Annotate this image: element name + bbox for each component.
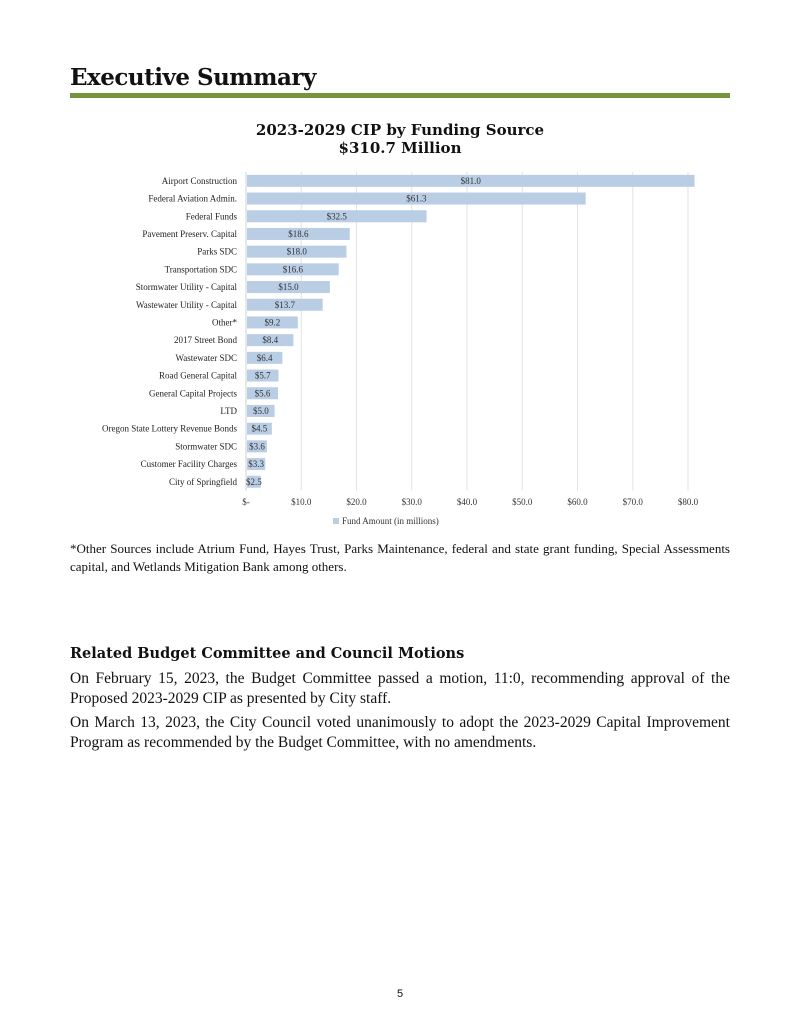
category-label: Other* — [212, 317, 237, 327]
bar — [247, 440, 267, 453]
data-label: $5.6 — [255, 388, 271, 398]
category-label: Wastewater SDC — [175, 353, 237, 363]
data-label: $32.5 — [327, 211, 348, 221]
page-number: 5 — [396, 988, 404, 1000]
data-label: $13.7 — [275, 300, 296, 310]
data-label: $61.3 — [406, 194, 427, 204]
category-label: Road General Capital — [159, 371, 237, 381]
data-label: $5.0 — [253, 406, 269, 416]
section-heading: Related Budget Committee and Council Mot… — [70, 645, 465, 662]
chart-subtitle: $310.7 Million — [338, 139, 462, 157]
bar — [247, 227, 350, 240]
bar — [247, 263, 339, 276]
title-divider — [70, 93, 730, 98]
bar — [247, 298, 323, 311]
motion-paragraph-2: On March 13, 2023, the City Council vote… — [70, 714, 730, 751]
motion-paragraph-1: On February 15, 2023, the Budget Committ… — [70, 670, 730, 707]
category-label: LTD — [220, 406, 237, 416]
bar — [247, 245, 347, 258]
category-label: General Capital Projects — [149, 388, 237, 398]
bar — [247, 316, 298, 329]
x-tick-label: $80.0 — [678, 497, 699, 507]
data-label: $81.0 — [461, 176, 482, 186]
category-label: Wastewater Utility - Capital — [136, 300, 237, 310]
data-label: $9.2 — [265, 317, 281, 327]
data-label: $18.6 — [288, 229, 309, 239]
page-title: Executive Summary — [70, 64, 316, 91]
category-label: Federal Aviation Admin. — [148, 194, 237, 204]
data-label: $5.7 — [255, 371, 271, 381]
funding-source-bar-chart: $- $10.0 $20.0 $30.0 $40.0 $50.0 $60.0 $70.0 $80… — [102, 172, 699, 526]
x-tick-label: $40.0 — [457, 497, 478, 507]
bar — [247, 387, 278, 400]
data-label: $16.6 — [283, 264, 304, 274]
bar — [247, 192, 586, 205]
bar — [247, 281, 330, 294]
data-label: $3.6 — [249, 441, 265, 451]
category-label: Oregon State Lottery Revenue Bonds — [102, 424, 237, 434]
data-label: $6.4 — [257, 353, 273, 363]
category-label: Pavement Preserv. Capital — [142, 229, 237, 239]
data-label: $4.5 — [252, 424, 268, 434]
category-label: Stormwater SDC — [175, 441, 237, 451]
category-label: Federal Funds — [186, 211, 238, 221]
legend-swatch — [333, 518, 339, 524]
bar — [247, 404, 275, 417]
bar — [247, 351, 283, 364]
x-tick-label: $50.0 — [512, 497, 533, 507]
bar — [247, 210, 427, 223]
x-tick-label: $70.0 — [623, 497, 644, 507]
x-tick-label: $10.0 — [291, 497, 312, 507]
category-label: Transportation SDC — [165, 264, 237, 274]
category-label: Stormwater Utility - Capital — [136, 282, 238, 292]
bar — [247, 369, 279, 382]
x-tick-label: $- — [242, 497, 250, 507]
category-label: Customer Facility Charges — [141, 459, 238, 469]
data-label: $8.4 — [262, 335, 278, 345]
data-label: $3.3 — [248, 459, 264, 469]
data-label: $2.5 — [246, 477, 262, 487]
x-tick-label: $60.0 — [567, 497, 588, 507]
x-tick-label: $20.0 — [346, 497, 367, 507]
bar — [247, 174, 695, 187]
category-label: Airport Construction — [162, 176, 238, 186]
data-label: $15.0 — [278, 282, 299, 292]
category-label: Parks SDC — [197, 247, 237, 257]
footnote: *Other Sources include Atrium Fund, Haye… — [70, 541, 730, 574]
bar — [247, 475, 261, 488]
category-label: 2017 Street Bond — [174, 335, 237, 345]
legend-label: Fund Amount (in millions) — [342, 516, 439, 526]
bar — [247, 458, 266, 471]
chart-title: 2023-2029 CIP by Funding Source — [255, 121, 545, 139]
bar — [247, 422, 272, 435]
bar — [247, 334, 294, 347]
category-label: City of Springfield — [169, 477, 237, 487]
x-tick-label: $30.0 — [402, 497, 423, 507]
data-label: $18.0 — [287, 247, 308, 257]
